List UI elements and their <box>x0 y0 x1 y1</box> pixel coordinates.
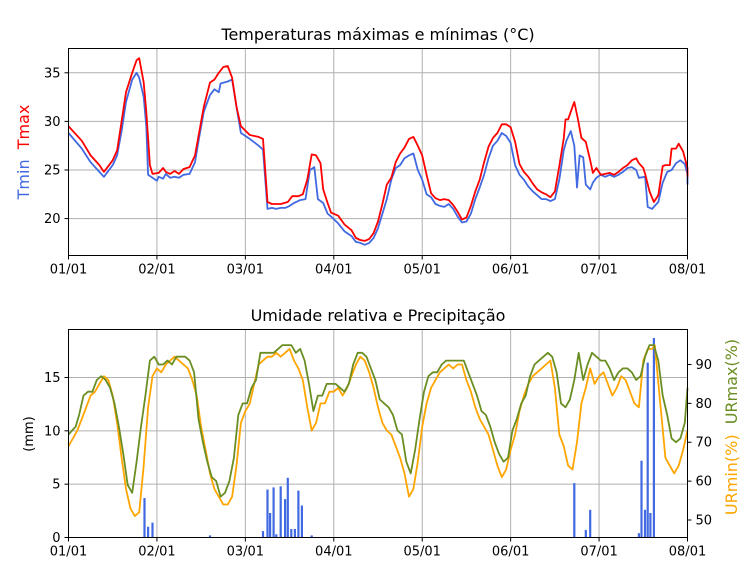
tmax-line <box>67 57 689 242</box>
humidity-x-ticks: 01/01 02/01 03/01 04/01 05/01 06/01 07/01 08/01 <box>50 537 706 560</box>
x-tick-label: 02/01 <box>138 263 175 278</box>
precip-bar <box>269 513 272 538</box>
humidity-lines <box>67 344 689 517</box>
precip-bar <box>261 531 265 538</box>
x-tick-label: 08/01 <box>669 545 706 560</box>
precip-bars <box>143 338 655 538</box>
precip-bar <box>589 509 592 538</box>
humidity-y-label: URmin(%) URmax(%) <box>722 339 741 515</box>
y-tick-label: 50 <box>696 514 713 529</box>
x-tick-label: 05/01 <box>403 263 440 278</box>
x-tick-label: 06/01 <box>492 263 529 278</box>
humidity-plot-frame <box>68 329 688 538</box>
humidity-y-ticks: 50 60 70 80 90 <box>687 358 713 529</box>
y-tick-label: 5 <box>52 478 60 493</box>
y-tick-label: 60 <box>696 475 713 490</box>
x-tick-label: 04/01 <box>315 545 352 560</box>
precip-y-ticks: 0 5 10 15 <box>44 371 69 546</box>
temperature-y-label: Tmin Tmax <box>14 105 33 201</box>
y-tick-label: 20 <box>44 212 61 227</box>
precip-bar <box>147 526 150 538</box>
precip-bar <box>573 483 576 538</box>
y-tick-label: 30 <box>44 115 61 130</box>
humidity-precip-chart: Umidade relativa e Precipitação 0 5 10 15 5… <box>22 306 741 560</box>
urmin-line <box>67 344 689 517</box>
precip-bar <box>290 529 293 538</box>
x-tick-label: 01/01 <box>50 545 87 560</box>
precip-bar <box>300 505 303 538</box>
precip-bar <box>143 498 146 538</box>
temperature-grid <box>68 48 688 256</box>
humidity-grid <box>68 329 688 538</box>
temperature-y-ticks: 20 25 30 35 <box>44 66 69 227</box>
precip-bar <box>637 533 640 538</box>
x-tick-label: 03/01 <box>227 545 264 560</box>
precip-bar <box>151 522 154 538</box>
y-tick-label: 15 <box>44 371 61 386</box>
precip-bar <box>284 499 287 538</box>
y-tick-label: 25 <box>44 163 61 178</box>
x-tick-label: 05/01 <box>403 545 440 560</box>
precip-bar <box>272 487 275 538</box>
x-tick-label: 08/01 <box>669 263 706 278</box>
precip-bar <box>310 535 313 538</box>
y-tick-label: 10 <box>44 424 61 439</box>
precip-bar <box>279 486 282 538</box>
temperature-chart: Temperaturas máximas e mínimas (°C) 20 25… <box>14 25 706 278</box>
precip-bar <box>652 338 655 538</box>
urmax-label: URmax(%) <box>722 339 741 424</box>
temperature-plot-frame <box>68 48 688 256</box>
precip-bar <box>266 489 269 538</box>
precip-y-label: (mm) <box>22 416 37 451</box>
urmin-label: URmin(%) <box>722 434 741 515</box>
y-tick-label: 80 <box>696 397 713 412</box>
temperature-x-ticks: 01/01 02/01 03/01 04/01 05/01 06/01 07/01 08/01 <box>50 255 706 278</box>
precip-bar <box>297 490 300 538</box>
y-tick-label: 35 <box>44 66 61 81</box>
precip-bar <box>208 535 212 538</box>
temperature-chart-title: Temperaturas máximas e mínimas (°C) <box>220 25 534 44</box>
x-tick-label: 04/01 <box>315 263 352 278</box>
y-tick-label: 90 <box>696 358 713 373</box>
tmin-label: Tmin <box>14 159 33 200</box>
y-tick-label: 0 <box>52 531 60 546</box>
x-tick-label: 03/01 <box>227 263 264 278</box>
precip-bar <box>643 509 647 538</box>
x-tick-label: 06/01 <box>492 545 529 560</box>
precip-bar <box>293 529 296 538</box>
precip-bar <box>275 534 278 538</box>
y-tick-label: 70 <box>696 436 713 451</box>
x-tick-label: 07/01 <box>580 263 617 278</box>
x-tick-label: 01/01 <box>50 263 87 278</box>
humidity-chart-title: Umidade relativa e Precipitação <box>251 306 506 325</box>
temperature-lines <box>67 57 689 246</box>
precip-bar <box>649 513 652 538</box>
tmin-line <box>67 71 689 246</box>
x-tick-label: 07/01 <box>580 545 617 560</box>
precip-bar <box>640 460 643 538</box>
x-tick-label: 02/01 <box>138 545 175 560</box>
precip-bar <box>646 362 649 538</box>
precip-bar <box>286 477 289 538</box>
urmax-line <box>67 344 689 498</box>
tmax-label: Tmax <box>14 105 33 151</box>
precip-bar <box>584 530 587 538</box>
